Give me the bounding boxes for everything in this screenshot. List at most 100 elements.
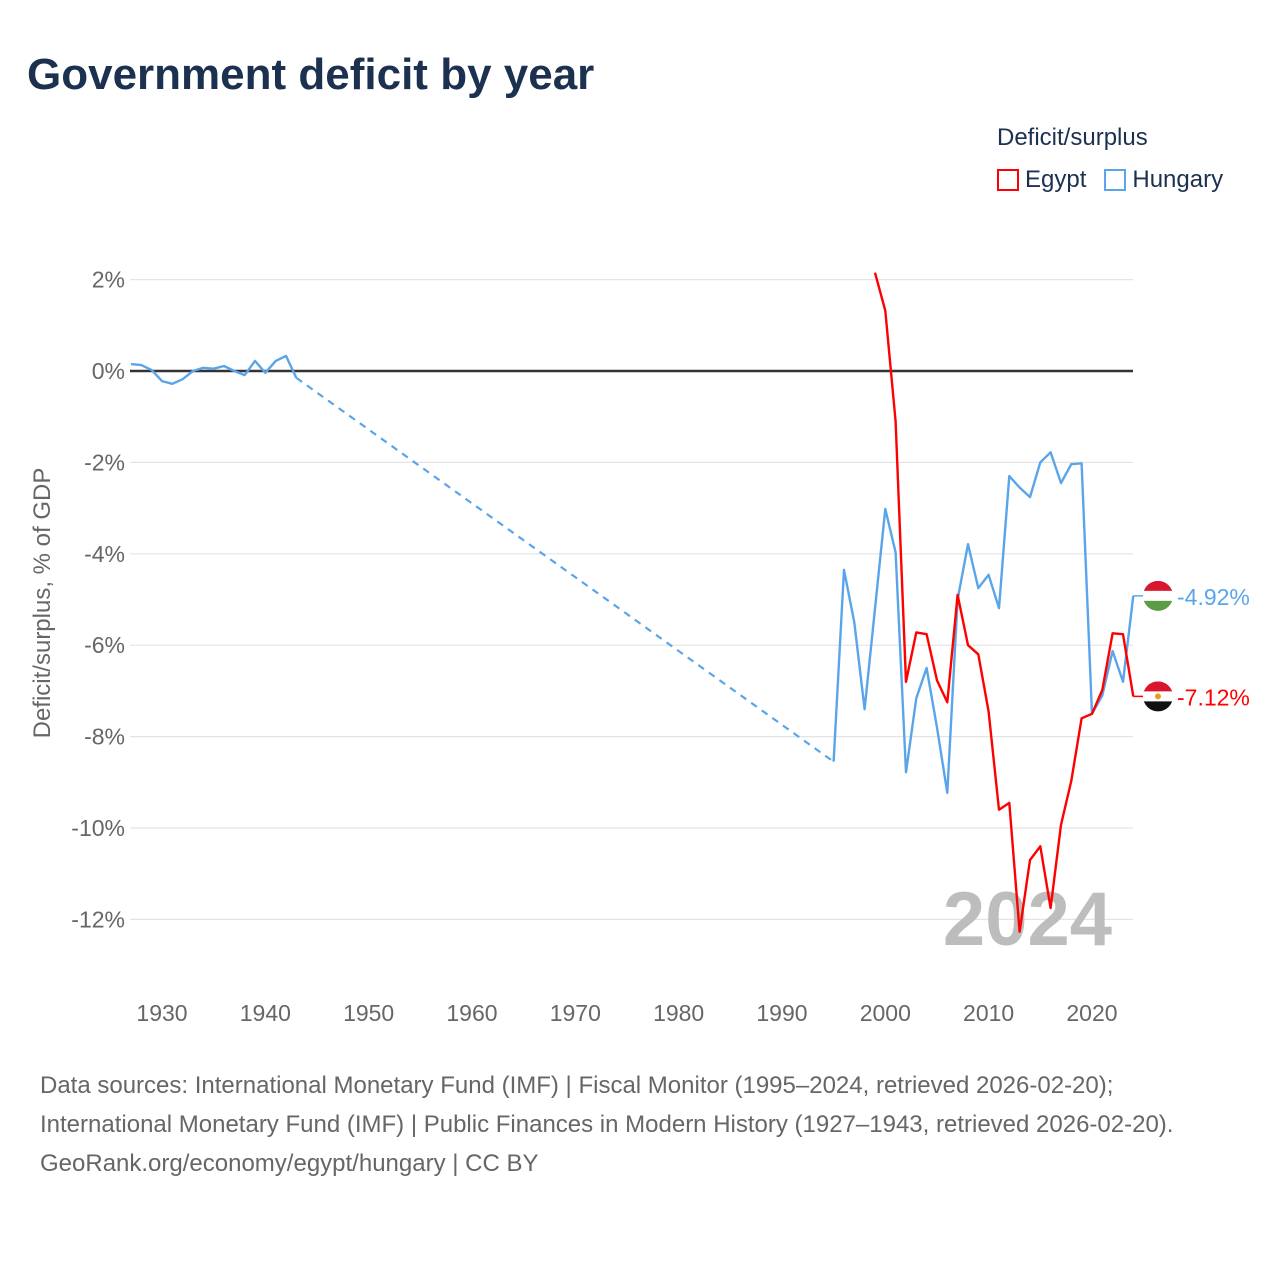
data-sources: Data sources: International Monetary Fun… [40,1072,1174,1138]
data-point [293,375,299,381]
legend: Deficit/surplus Egypt Hungary [997,124,1223,194]
data-point [986,572,992,578]
data-point [934,677,940,683]
data-point [1068,461,1074,467]
legend-title: Deficit/surplus [997,124,1148,151]
x-tick-label: 2010 [963,1000,1014,1026]
data-point [1099,687,1105,693]
data-point [1068,778,1074,784]
legend-item-egypt[interactable]: Egypt [997,166,1086,194]
data-point [169,381,175,387]
data-point [944,790,950,796]
y-tick-label: -4% [84,541,125,567]
x-tick-label: 1950 [343,1000,394,1026]
data-point [913,629,919,635]
series-line-egypt [873,272,1135,933]
data-point [1037,843,1043,849]
data-point [975,585,981,591]
data-point [1079,460,1085,466]
x-tick-label: 1930 [136,1000,187,1026]
series-line-hungary [832,451,1135,794]
footer: Data sources: International Monetary Fun… [40,1066,1240,1183]
y-tick-label: -12% [71,906,125,932]
data-point [1006,473,1012,479]
flag-hungary-icon [1143,590,1173,602]
data-point [955,592,961,598]
data-point [986,708,992,714]
data-point [1079,715,1085,721]
x-tick-label: 2000 [860,1000,911,1026]
data-point [1037,459,1043,465]
y-tick-label: -6% [84,632,125,658]
chart-area: 2% 0% -2% -4% -6% -8% -10% -12% 1930 1940 1950 1960… [29,267,1250,1026]
data-point [996,807,1002,813]
data-point [965,642,971,648]
legend-item-hungary[interactable]: Hungary [1104,166,1223,194]
y-axis-label: Deficit/surplus, % of GDP [29,468,56,739]
flag-hungary-icon [1143,600,1173,611]
data-point [882,308,888,314]
data-point [1048,905,1054,911]
data-point [965,541,971,547]
data-point [138,362,144,368]
data-point [221,363,227,369]
data-point [913,695,919,701]
data-point [1017,485,1023,491]
data-point [1058,480,1064,486]
legend-label: Egypt [1025,166,1087,193]
y-tick-label: -8% [84,724,125,750]
x-tick-label: 2020 [1066,1000,1117,1026]
data-point [149,367,155,373]
legend-swatch [997,169,1019,191]
flag-emblem-icon [1155,693,1161,700]
flag-hungary-icon [1143,580,1173,592]
x-tick-label: 1980 [653,1000,704,1026]
gap-line-hungary [295,376,835,763]
x-tick-label: 1960 [446,1000,497,1026]
data-point [872,606,878,612]
data-point [893,549,899,555]
flag-egypt-icon [1143,681,1173,692]
data-point [128,361,134,367]
data-point [924,665,930,671]
data-point [200,365,206,371]
end-value-label: -4.92% [1177,584,1250,610]
x-tick-label: 1940 [240,1000,291,1026]
credit-link[interactable]: GeoRank.org/economy/egypt/hungary | CC B… [40,1150,539,1177]
data-point [944,699,950,705]
data-point [1058,822,1064,828]
data-point [841,567,847,573]
data-point [924,631,930,637]
data-point [1048,449,1054,455]
end-value-label: -7.12% [1177,684,1250,710]
data-point [1089,711,1095,717]
series-line-hungary [130,354,298,385]
y-tick-label: 2% [92,267,125,293]
data-point [831,759,837,765]
year-watermark: 2024 [943,877,1112,962]
data-point [1120,679,1126,685]
data-point [872,270,878,276]
data-point [231,368,237,374]
data-point [252,358,258,364]
data-point [1006,800,1012,806]
y-tick-label: -10% [71,815,125,841]
data-point [851,619,857,625]
data-point [273,358,279,364]
data-point [903,679,909,685]
data-point [996,605,1002,611]
chart-title: Government deficit by year [27,50,595,99]
data-point [190,368,196,374]
y-tick-label: 0% [92,358,125,384]
x-tick-label: 1990 [756,1000,807,1026]
x-tick-label: 1970 [550,1000,601,1026]
data-point [1027,857,1033,863]
legend-label: Hungary [1132,166,1224,193]
data-point [903,769,909,775]
data-point [934,724,940,730]
data-point [975,651,981,657]
data-point [862,706,868,712]
data-point [1027,494,1033,500]
data-point [882,506,888,512]
data-point [211,366,217,372]
